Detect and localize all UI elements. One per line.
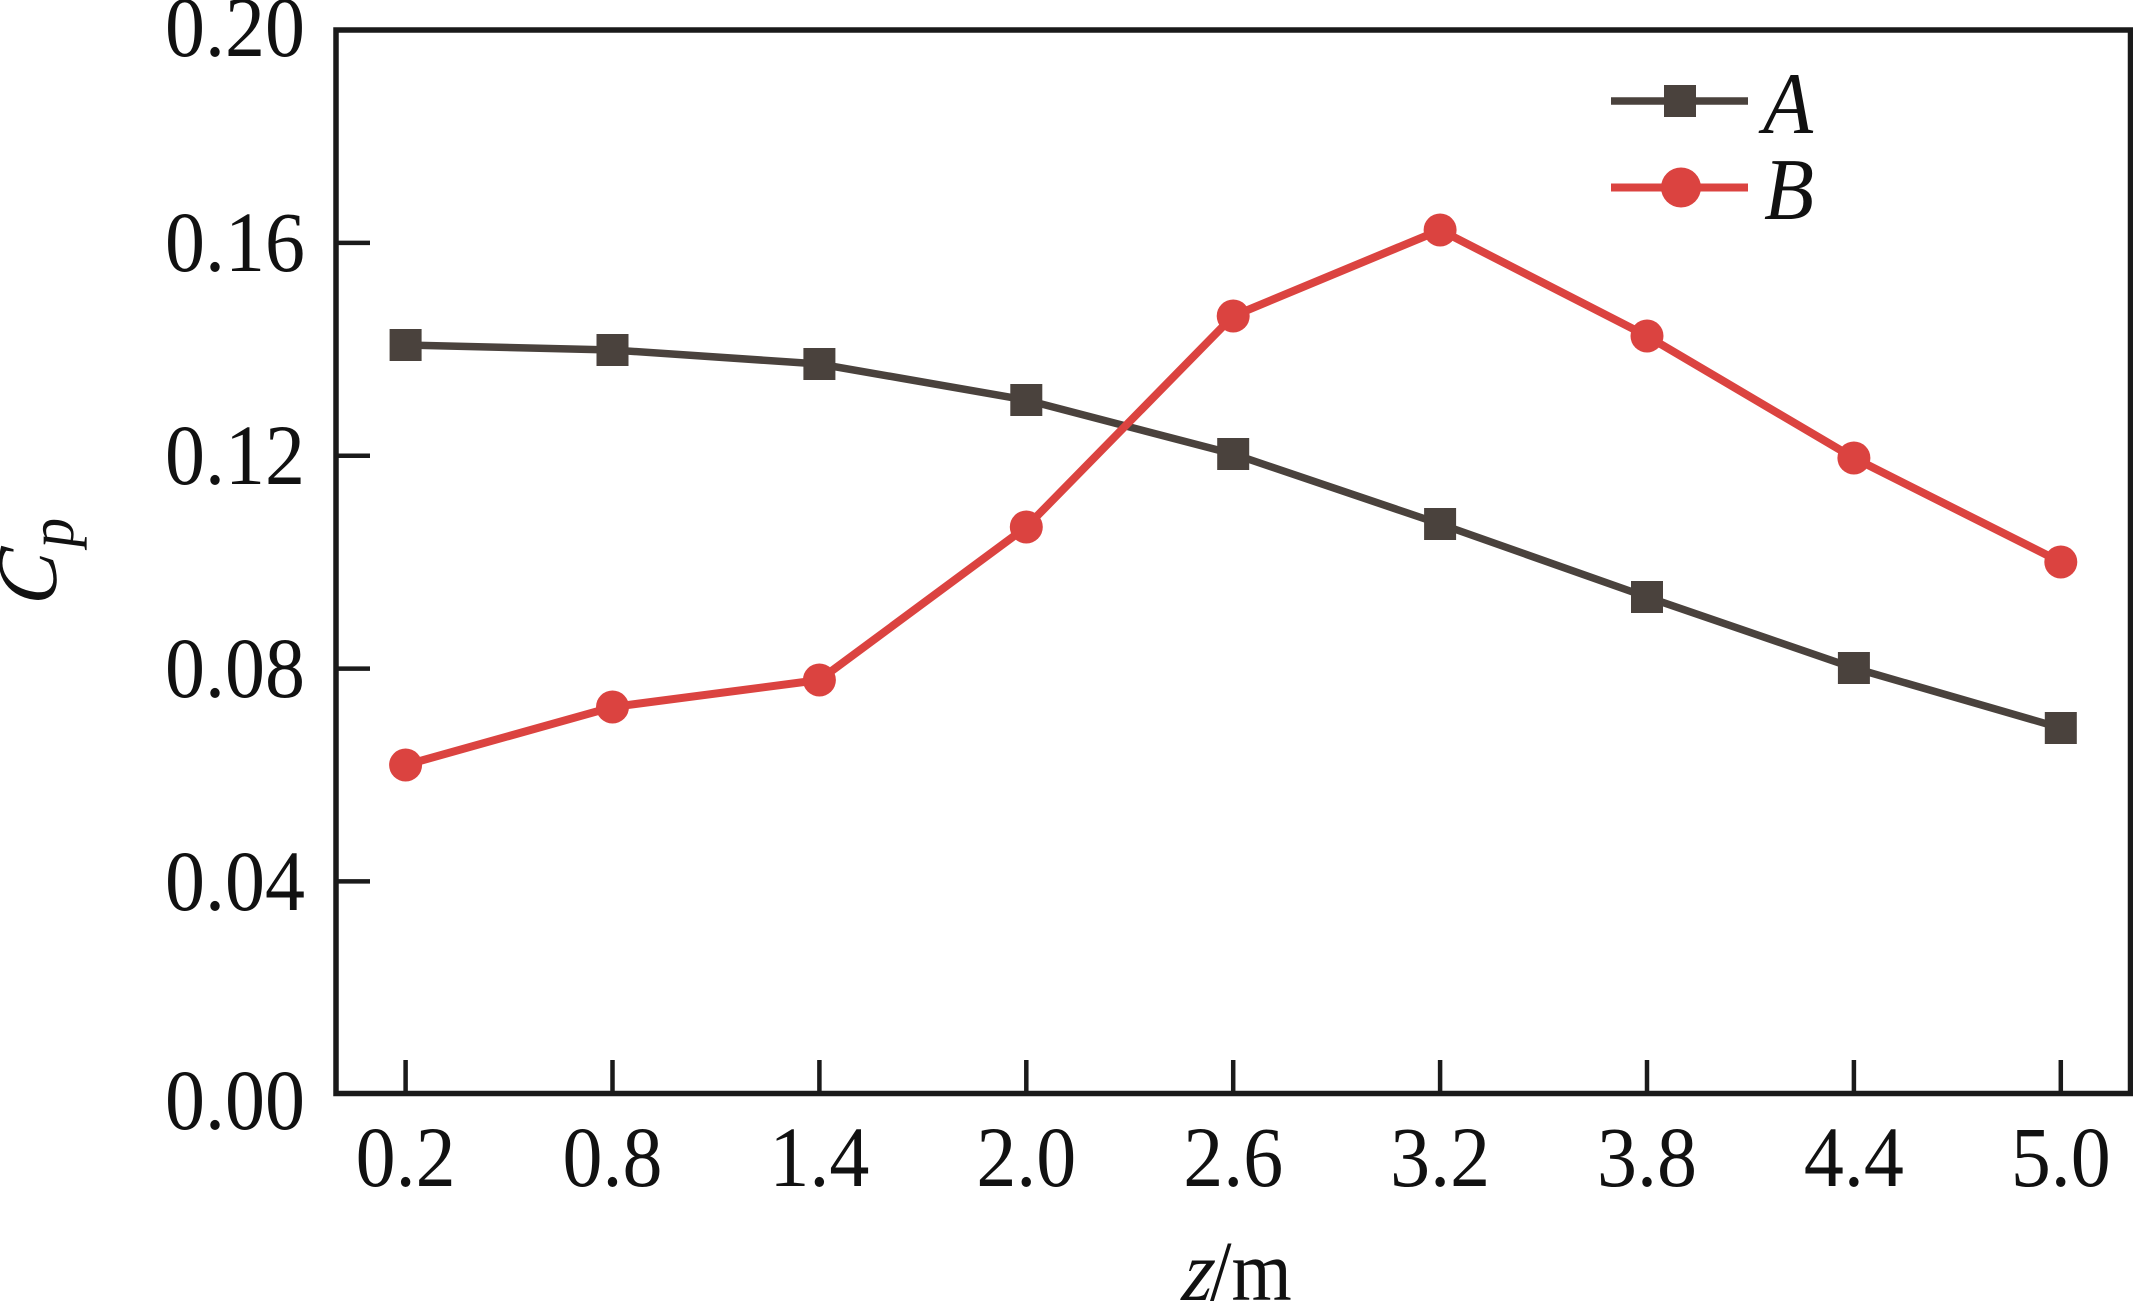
svg-text:3.8: 3.8 xyxy=(1597,1109,1697,1204)
svg-text:A: A xyxy=(1758,55,1814,152)
svg-text:B: B xyxy=(1764,141,1814,238)
svg-text:0.08: 0.08 xyxy=(165,620,305,715)
svg-text:0.2: 0.2 xyxy=(356,1109,456,1204)
svg-text:0.16: 0.16 xyxy=(165,194,305,289)
svg-text:0.20: 0.20 xyxy=(165,0,305,75)
svg-text:4.4: 4.4 xyxy=(1804,1109,1904,1204)
svg-text:/m: /m xyxy=(1210,1223,1292,1301)
svg-text:0.12: 0.12 xyxy=(165,407,305,502)
svg-text:0.04: 0.04 xyxy=(165,833,305,928)
svg-text:0.00: 0.00 xyxy=(165,1052,305,1147)
svg-text:5.0: 5.0 xyxy=(2011,1109,2111,1204)
svg-text:3.2: 3.2 xyxy=(1390,1109,1490,1204)
svg-text:2.0: 2.0 xyxy=(976,1109,1076,1204)
svg-text:0.8: 0.8 xyxy=(563,1109,663,1204)
svg-text:2.6: 2.6 xyxy=(1183,1109,1283,1204)
svg-text:1.4: 1.4 xyxy=(769,1109,869,1204)
